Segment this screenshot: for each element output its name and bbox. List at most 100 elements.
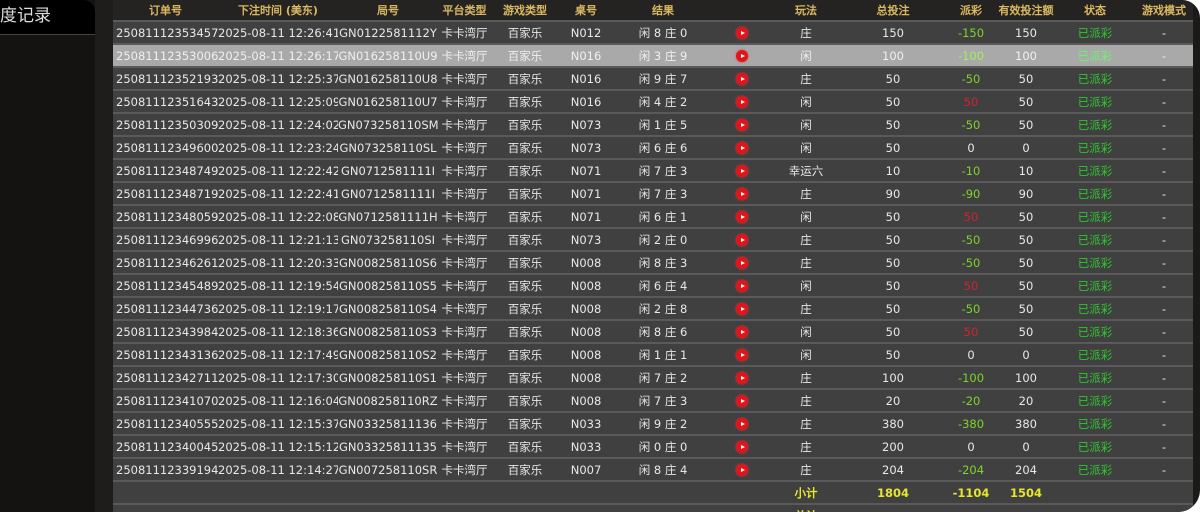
cell-bet-type: 庄	[771, 181, 841, 205]
replay-cell	[713, 181, 771, 205]
play-video-icon[interactable]	[736, 119, 748, 131]
table-row[interactable]: 250811123431365 2025-08-11 12:17:49 GN0082…	[113, 342, 1193, 366]
cell-game-mode: -	[1135, 342, 1193, 366]
play-video-icon[interactable]	[736, 349, 748, 361]
cell-table-no: N016	[559, 43, 613, 67]
column-header-result: 结果	[613, 0, 713, 21]
table-row[interactable]: 250811123480595 2025-08-11 12:22:08 GN0712…	[113, 204, 1193, 228]
table-row[interactable]: 250811123503091 2025-08-11 12:24:02 GN0732…	[113, 112, 1193, 136]
table-row[interactable]: 250811123405550 2025-08-11 12:15:37 GN0332…	[113, 411, 1193, 435]
table-row[interactable]: 250811123521935 2025-08-11 12:25:37 GN0162…	[113, 66, 1193, 90]
play-video-icon[interactable]	[736, 96, 748, 108]
cell-platform-type: 卡卡湾厅	[438, 434, 491, 458]
cell-bet-type: 庄	[771, 66, 841, 90]
cell-game-mode: -	[1135, 112, 1193, 136]
table-row[interactable]: 250811123516430 2025-08-11 12:25:09 GN0162…	[113, 89, 1193, 113]
cell-result: 闲 1 庄 5	[613, 112, 713, 136]
subtotal-row-total: 1804	[841, 480, 945, 504]
column-header-bet-time: 下注时间 (美东)	[218, 0, 338, 21]
table-row[interactable]: 250811123400452 2025-08-11 12:15:12 GN0332…	[113, 434, 1193, 458]
cell-payout: 0	[945, 434, 997, 458]
play-video-icon[interactable]	[736, 418, 748, 430]
table-row[interactable]: 250811123427117 2025-08-11 12:17:30 GN0082…	[113, 365, 1193, 389]
replay-cell	[713, 158, 771, 182]
cell-result: 闲 8 庄 3	[613, 250, 713, 274]
sidebar: 度记录	[0, 0, 96, 512]
play-video-icon[interactable]	[736, 165, 748, 177]
cell-bet-time: 2025-08-11 12:19:17	[218, 296, 338, 320]
play-video-icon[interactable]	[736, 441, 748, 453]
play-video-icon[interactable]	[736, 27, 748, 39]
column-header-bet-type: 玩法	[771, 0, 841, 21]
cell-order-id: 250811123400452	[113, 434, 218, 458]
play-video-icon[interactable]	[736, 234, 748, 246]
cell-round-id: GN016258110U9	[338, 43, 438, 67]
play-video-icon[interactable]	[736, 50, 748, 62]
cell-game-mode: -	[1135, 273, 1193, 297]
play-video-icon[interactable]	[736, 188, 748, 200]
table-row[interactable]: 250811123447367 2025-08-11 12:19:17 GN0082…	[113, 296, 1193, 320]
table-row[interactable]: 250811123534570 2025-08-11 12:26:41 GN0122…	[113, 20, 1193, 44]
play-video-icon[interactable]	[736, 395, 748, 407]
cell-bet-type: 庄	[771, 457, 841, 481]
play-video-icon[interactable]	[736, 211, 748, 223]
replay-cell	[713, 411, 771, 435]
table-row[interactable]: 250811123410706 2025-08-11 12:16:04 GN0082…	[113, 388, 1193, 412]
play-video-icon[interactable]	[736, 303, 748, 315]
table-row[interactable]: 250811123469963 2025-08-11 12:21:13 GN0732…	[113, 227, 1193, 251]
subtotal-row: 小计 1804 -1104 1504	[113, 480, 1193, 504]
cell-payout: -50	[945, 250, 997, 274]
cell-bet-type: 庄	[771, 411, 841, 435]
play-video-icon[interactable]	[736, 73, 748, 85]
cell-bet-time: 2025-08-11 12:17:49	[218, 342, 338, 366]
table-row[interactable]: 250811123454890 2025-08-11 12:19:54 GN0082…	[113, 273, 1193, 297]
cell-valid-bet: 50	[997, 66, 1055, 90]
cell-platform-type: 卡卡湾厅	[438, 158, 491, 182]
cell-status: 已派彩	[1055, 434, 1135, 458]
replay-cell	[713, 296, 771, 320]
cell-payout: -50	[945, 66, 997, 90]
play-video-icon[interactable]	[736, 257, 748, 269]
play-video-icon[interactable]	[736, 372, 748, 384]
table-row[interactable]: 250811123487494 2025-08-11 12:22:42 GN0712…	[113, 158, 1193, 182]
cell-payout: -50	[945, 112, 997, 136]
cell-payout: -50	[945, 227, 997, 251]
cell-total-bet: 50	[841, 273, 945, 297]
cell-table-no: N073	[559, 227, 613, 251]
cell-platform-type: 卡卡湾厅	[438, 365, 491, 389]
cell-valid-bet: 50	[997, 112, 1055, 136]
play-video-icon[interactable]	[736, 326, 748, 338]
cell-result: 闲 7 庄 3	[613, 181, 713, 205]
cell-round-id: GN0122581112Y	[338, 20, 438, 44]
replay-cell	[713, 227, 771, 251]
table-row[interactable]: 250811123530061 2025-08-11 12:26:17 GN0162…	[113, 43, 1193, 67]
table-row[interactable]: 250811123462613 2025-08-11 12:20:33 GN0082…	[113, 250, 1193, 274]
play-video-icon[interactable]	[736, 464, 748, 476]
cell-table-no: N008	[559, 296, 613, 320]
table-row[interactable]: 250811123391941 2025-08-11 12:14:27 GN0072…	[113, 457, 1193, 481]
cell-bet-time: 2025-08-11 12:25:37	[218, 66, 338, 90]
cell-order-id: 250811123516430	[113, 89, 218, 113]
cell-game-type: 百家乐	[491, 434, 559, 458]
cell-game-type: 百家乐	[491, 296, 559, 320]
cell-valid-bet: 50	[997, 296, 1055, 320]
cell-platform-type: 卡卡湾厅	[438, 388, 491, 412]
play-video-icon[interactable]	[736, 142, 748, 154]
cell-bet-time: 2025-08-11 12:17:30	[218, 365, 338, 389]
table-row[interactable]: 250811123439840 2025-08-11 12:18:36 GN0082…	[113, 319, 1193, 343]
replay-cell	[713, 365, 771, 389]
cell-status: 已派彩	[1055, 20, 1135, 44]
cell-platform-type: 卡卡湾厅	[438, 89, 491, 113]
replay-cell	[713, 457, 771, 481]
play-video-icon[interactable]	[736, 280, 748, 292]
records-table: 订单号 下注时间 (美东) 局号 平台类型 游戏类型 桌号 结果 玩法 总投注 派彩 有效投注额 状态…	[113, 0, 1193, 512]
tab-bet-records[interactable]: 度记录	[0, 0, 95, 35]
cell-payout: -20	[945, 388, 997, 412]
cell-bet-type: 庄	[771, 365, 841, 389]
cell-status: 已派彩	[1055, 135, 1135, 159]
cell-table-no: N071	[559, 204, 613, 228]
cell-status: 已派彩	[1055, 204, 1135, 228]
table-row[interactable]: 250811123496007 2025-08-11 12:23:24 GN0732…	[113, 135, 1193, 159]
table-row[interactable]: 250811123487197 2025-08-11 12:22:41 GN0712…	[113, 181, 1193, 205]
cell-order-id: 250811123503091	[113, 112, 218, 136]
